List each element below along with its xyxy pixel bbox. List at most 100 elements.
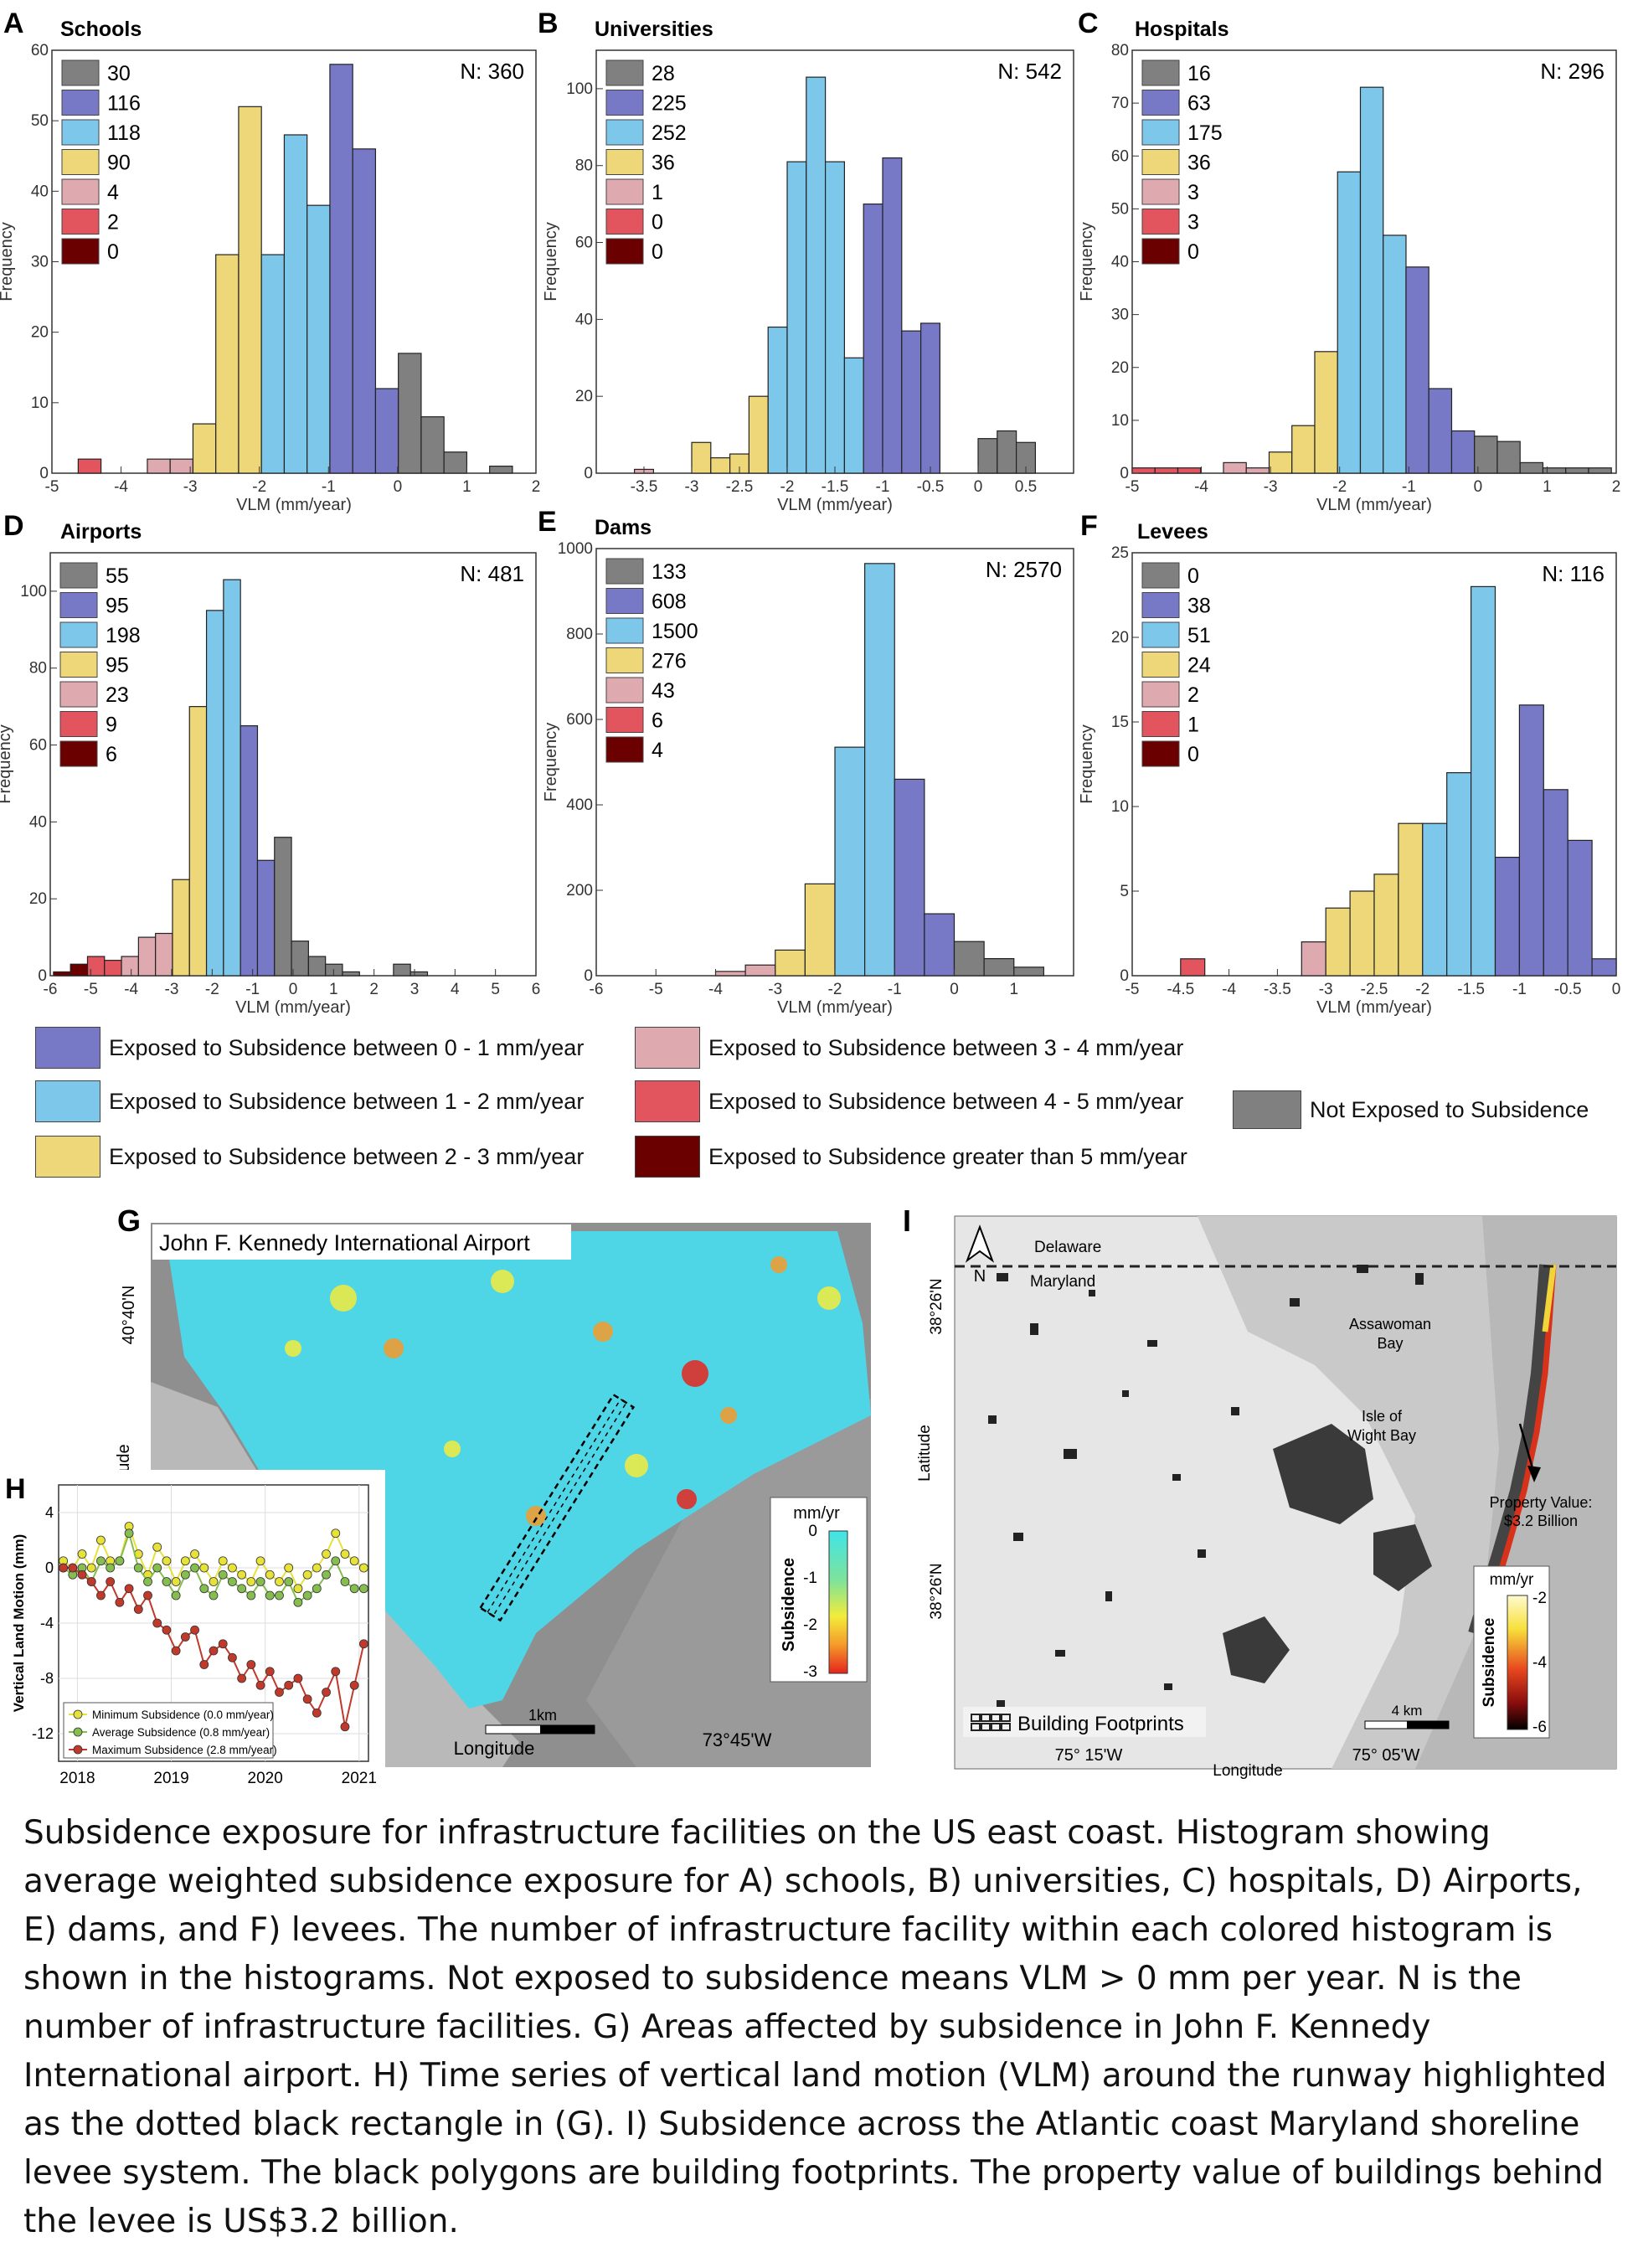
levee-line-north [1542, 1264, 1557, 1332]
legend-swatch [1141, 59, 1180, 86]
histogram-bar [1325, 907, 1351, 977]
legend-swatch [605, 588, 644, 614]
legend-count: 198 [106, 624, 141, 647]
histogram-bar [137, 936, 157, 977]
series-point [275, 1590, 284, 1600]
legend-swatch [605, 178, 644, 205]
town-cluster-3 [1223, 1616, 1290, 1683]
y-tick-label: 15 [1111, 714, 1129, 731]
histogram-bar [748, 395, 769, 474]
n-count: N: 116 [1542, 561, 1605, 586]
histogram-bar [1223, 461, 1247, 474]
series-point [340, 1722, 350, 1732]
legend-swatch [605, 736, 644, 763]
series-point [180, 1570, 190, 1580]
series-point [275, 1577, 284, 1586]
series-point [218, 1556, 228, 1566]
x-tick-label: 1 [1543, 478, 1552, 496]
x-tick-label: -2.5 [1361, 981, 1388, 998]
histogram-bar [983, 957, 1015, 977]
histogram-bar [824, 161, 845, 474]
maryland-levee-map: I Delaware Maryland N Assawoman Bay Isle… [903, 1204, 1617, 1780]
panel-title: Levees [1137, 520, 1208, 544]
histogram-bar [215, 254, 240, 474]
x-tick-label: -2 [828, 981, 842, 998]
series-point [312, 1708, 322, 1718]
legend-count: 28 [652, 62, 675, 85]
y-axis-label: Frequency [542, 723, 560, 802]
histogram-bar [1446, 771, 1472, 977]
legend-swatch [59, 711, 98, 737]
footprint-legend-label: Building Footprints [1017, 1713, 1184, 1735]
series-point [68, 1563, 78, 1573]
series-point [171, 1577, 181, 1586]
legend-swatch [605, 119, 644, 146]
y-tick-label: 600 [566, 711, 593, 729]
legend-item-blue: Exposed to Subsidence between 0 - 1 mm/y… [35, 1027, 584, 1069]
x-tick-label: 2 [369, 981, 379, 998]
series-point [152, 1563, 162, 1573]
histogram-bar [834, 746, 866, 977]
cbar-tick: -2 [803, 1616, 817, 1634]
series-point [349, 1680, 359, 1690]
n-count: N: 2570 [986, 557, 1062, 582]
panel-letter: B [538, 8, 559, 39]
y-tick-label: 60 [29, 737, 47, 755]
legend-label: Exposed to Subsidence between 1 - 2 mm/y… [109, 1088, 585, 1114]
series-point [237, 1584, 247, 1594]
histogram-bar [1542, 467, 1567, 474]
series-point [77, 1549, 87, 1559]
y-tick-label: 80 [29, 660, 47, 678]
legend-swatch [1141, 740, 1180, 767]
series-point [115, 1597, 125, 1607]
x-tick-label: 3 [410, 981, 420, 998]
x-tick-label: -3 [1319, 981, 1333, 998]
histogram-bar [329, 64, 353, 474]
legend-swatch [59, 592, 98, 618]
panel-letter: D [3, 510, 24, 542]
series-point [349, 1584, 359, 1594]
scale-label: 4 km [1392, 1703, 1423, 1719]
x-tick-label: 2020 [248, 1770, 283, 1787]
lat-tick-2: 38°26'N [928, 1563, 945, 1619]
series-point [265, 1570, 275, 1580]
histogram-bar [1450, 430, 1476, 474]
series-point [358, 1639, 368, 1649]
x-axis-label: VLM (mm/year) [236, 496, 352, 514]
legend-label: Maximum Subsidence (2.8 mm/year) [92, 1744, 277, 1756]
lon-tick-1: 75° 15'W [1055, 1746, 1123, 1765]
x-tick-label: -3 [165, 981, 179, 998]
histogram-universities: -3.5 -3 -2.5 -2 -1.5 -1 -0.5 0 0.5020406080100VL… [538, 8, 1074, 514]
legend-swatch [605, 90, 644, 116]
legend-count: 36 [652, 152, 675, 175]
y-tick-label: 40 [29, 813, 47, 831]
x-tick-label: -5 [1125, 478, 1140, 496]
series-point [358, 1584, 368, 1594]
histogram-bar [1268, 451, 1293, 474]
histogram-bar [240, 724, 259, 977]
legend-swatch [61, 59, 100, 86]
histogram-bar [775, 949, 806, 977]
x-tick-label: -4 [124, 981, 138, 998]
y-tick-label: 0 [38, 967, 47, 985]
x-tick-label: 2 [1612, 478, 1621, 496]
panel-title: Hospitals [1135, 18, 1229, 41]
legend-swatch [605, 647, 644, 673]
series-point [265, 1590, 275, 1600]
series-point [255, 1577, 265, 1586]
x-tick-label: -5 [649, 981, 663, 998]
legend-label: Not Exposed to Subsidence [1310, 1096, 1589, 1122]
histogram-bar [104, 960, 122, 977]
series-point [293, 1673, 303, 1683]
legend-count: 2 [107, 211, 119, 235]
series-point [246, 1660, 256, 1669]
histogram-bar [977, 438, 998, 474]
series-point [255, 1556, 265, 1566]
histogram-bar [863, 204, 883, 474]
x-tick-label: 5 [491, 981, 500, 998]
histogram-bar [443, 451, 468, 474]
series-point [275, 1688, 284, 1697]
x-axis-label: VLM (mm/year) [777, 998, 893, 1017]
panel-letter: E [538, 506, 557, 538]
colorbar-unit: mm/yr [793, 1504, 840, 1523]
